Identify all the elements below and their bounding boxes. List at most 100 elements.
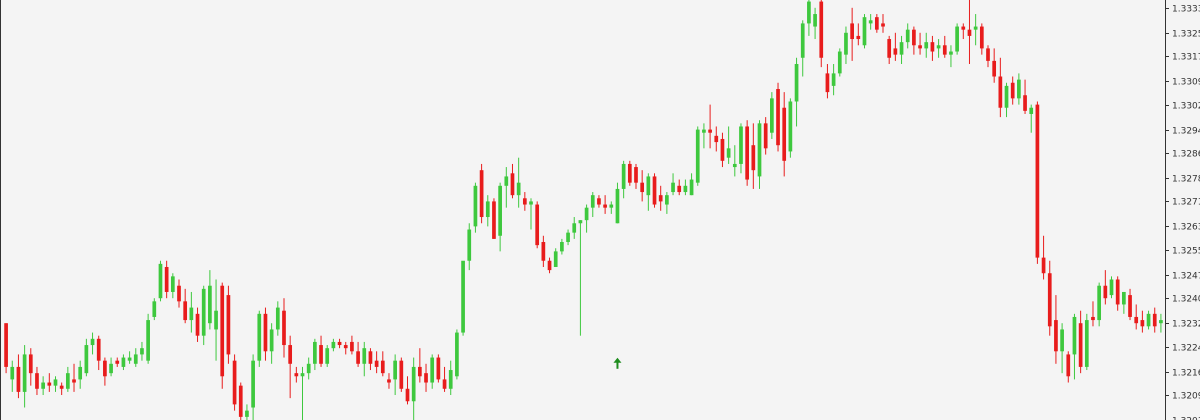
candle	[578, 220, 583, 336]
candle	[992, 48, 997, 83]
candle-body	[84, 345, 89, 374]
candle	[350, 335, 354, 355]
candle-body	[763, 123, 768, 149]
candle	[739, 123, 743, 174]
candle-body	[1023, 95, 1027, 111]
candle-body	[720, 138, 725, 161]
candle-body	[1066, 354, 1071, 377]
candle-body	[226, 295, 231, 355]
candle	[757, 120, 762, 189]
candle-body	[1017, 79, 1021, 99]
candle-body	[942, 45, 947, 55]
candle-body	[714, 135, 719, 143]
candle	[461, 260, 465, 336]
candle-body	[405, 388, 410, 402]
candle-body	[782, 107, 787, 161]
candle	[658, 185, 663, 211]
candle	[368, 348, 373, 371]
candle	[35, 366, 39, 396]
candle-body	[912, 29, 916, 46]
candle-body	[257, 313, 262, 361]
candle-body	[1122, 291, 1126, 305]
candle	[776, 82, 780, 152]
candle	[245, 404, 249, 420]
candle-body	[306, 363, 311, 374]
candle-body	[757, 123, 762, 177]
candle	[232, 354, 237, 411]
candle	[331, 338, 336, 352]
candle-body	[146, 320, 150, 361]
y-tick-label: 1.32475	[1172, 272, 1200, 282]
candle	[1066, 351, 1071, 383]
candle-body	[695, 129, 700, 183]
candle	[615, 182, 620, 224]
candle-body	[288, 345, 293, 364]
candle	[164, 260, 169, 299]
candle	[146, 313, 150, 364]
candle	[640, 170, 645, 202]
y-tick-label: 1.32940	[1172, 127, 1200, 137]
y-tick-label: 1.33095	[1172, 78, 1200, 88]
candle	[695, 126, 700, 186]
candle	[714, 126, 719, 152]
candle	[183, 288, 188, 324]
candle-body	[109, 363, 113, 374]
candle	[288, 335, 293, 399]
candle-body	[294, 373, 299, 377]
candle-body	[844, 32, 848, 55]
candle-body	[152, 301, 157, 317]
candle	[356, 341, 360, 367]
candle	[28, 348, 33, 386]
candle-body	[65, 373, 70, 389]
candle	[189, 291, 194, 333]
candle-body	[158, 263, 163, 299]
candle-body	[899, 42, 904, 55]
y-tick-label: 1.32785	[1172, 175, 1200, 185]
candle	[837, 48, 842, 77]
candle-body	[918, 45, 922, 49]
candle-body	[547, 260, 552, 271]
candle	[751, 123, 756, 189]
candle	[1023, 79, 1027, 114]
y-tick-label: 1.32010	[1172, 417, 1200, 420]
candle	[998, 57, 1003, 118]
candle-body	[41, 382, 45, 389]
candle	[72, 363, 76, 392]
candle-body	[467, 229, 472, 261]
candle-body	[164, 266, 169, 292]
candle	[652, 173, 657, 208]
candle	[844, 26, 848, 65]
candle	[1072, 313, 1077, 380]
candle-body	[325, 348, 330, 364]
candle	[584, 204, 589, 233]
candle-body	[115, 360, 120, 364]
candle-body	[399, 360, 404, 389]
candle-body	[47, 382, 52, 386]
candle	[269, 323, 274, 364]
candle	[436, 354, 441, 383]
candle	[504, 167, 509, 208]
candle	[177, 279, 181, 308]
candle-body	[232, 360, 237, 405]
candle-body	[658, 195, 663, 202]
candle	[1103, 270, 1108, 305]
candle-body	[955, 26, 959, 52]
candle-body	[485, 201, 490, 218]
candle	[22, 345, 27, 408]
candle	[881, 14, 885, 33]
candle-body	[177, 285, 181, 302]
candle	[313, 338, 317, 371]
candle-body	[22, 354, 27, 392]
candle	[411, 357, 416, 420]
candle-body	[874, 17, 879, 30]
y-tick-label: 1.32865	[1172, 150, 1200, 160]
candle-body	[560, 242, 564, 252]
candle	[671, 173, 675, 196]
candle-body	[1054, 320, 1058, 352]
candle	[856, 23, 861, 46]
candle	[442, 366, 447, 392]
candle-body	[430, 357, 435, 383]
candle	[78, 360, 83, 389]
candle-body	[319, 345, 323, 364]
